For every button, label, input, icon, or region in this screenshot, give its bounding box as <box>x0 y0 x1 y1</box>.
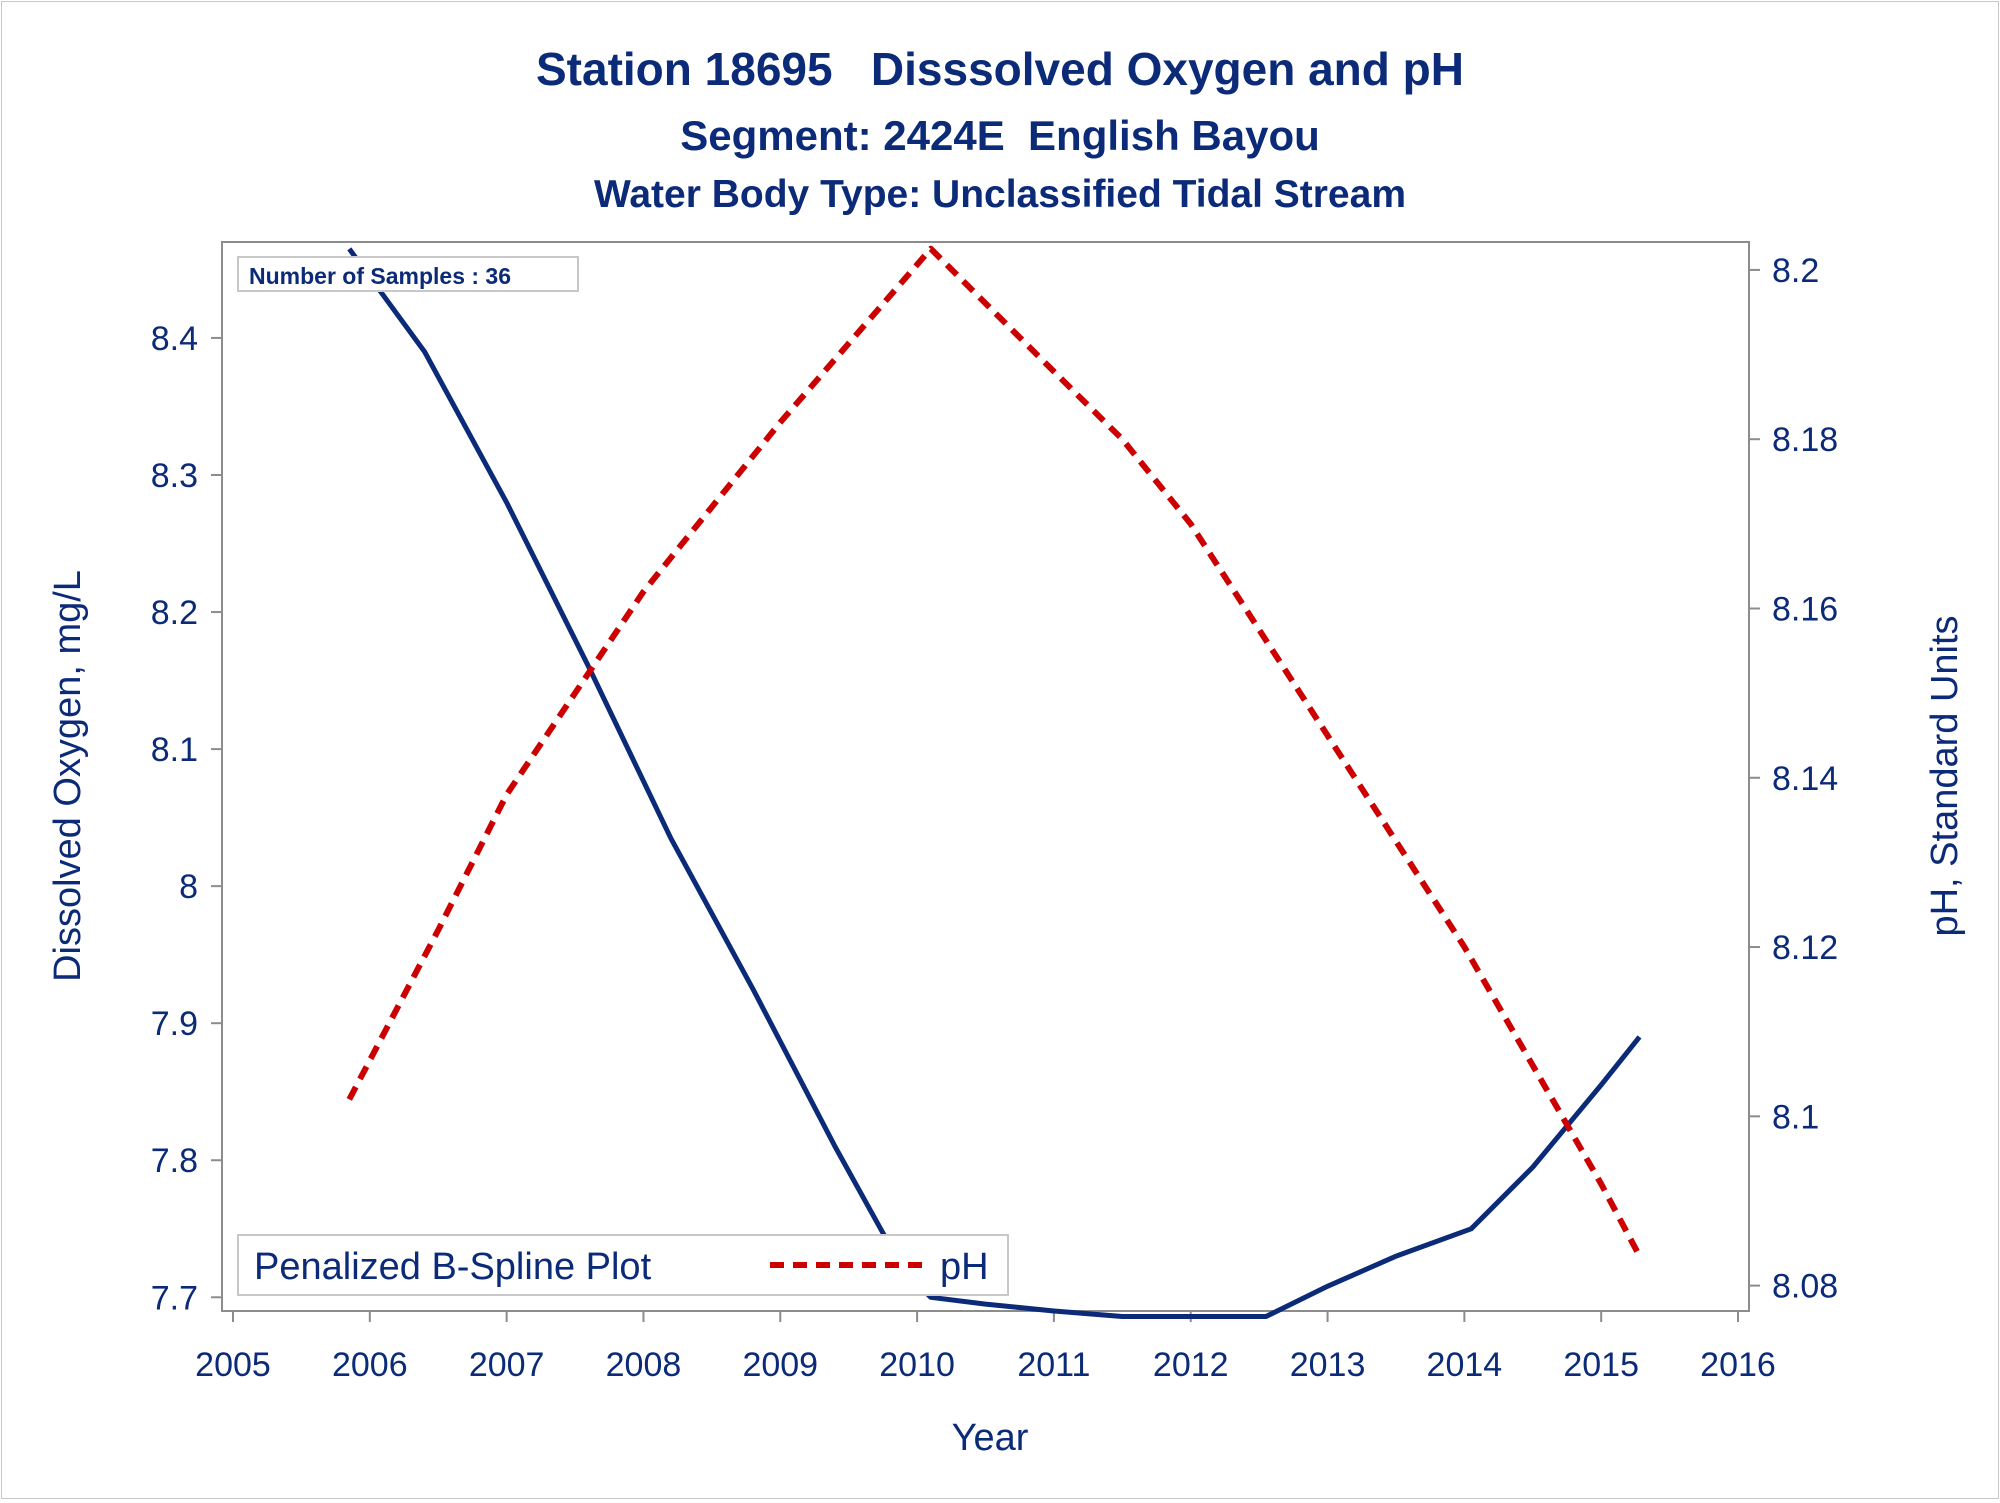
x-tick-label: 2014 <box>1427 1346 1503 1384</box>
y2-tick-label: 8.12 <box>1772 929 1838 967</box>
y-tick-label: 8 <box>179 868 198 906</box>
x-tick-label: 2009 <box>742 1346 818 1384</box>
x-tick-label: 2008 <box>606 1346 682 1384</box>
x-tick-label: 2011 <box>1017 1346 1090 1384</box>
y2-tick-label: 8.14 <box>1772 760 1838 798</box>
series-line-dissolved-oxygen <box>347 247 1642 1319</box>
y-tick-label: 7.9 <box>151 1005 198 1043</box>
legend-entry-ph: pH <box>940 1246 989 1288</box>
y-tick-label: 7.8 <box>151 1142 198 1180</box>
y-axis-label: Dissolved Oxygen, mg/L <box>47 570 89 982</box>
y-axis-left: 7.7 7.8 7.9 8 8.1 8.2 8.3 8.4 <box>151 320 222 1317</box>
y2-tick-label: 8.16 <box>1772 590 1838 628</box>
x-tick-label: 2005 <box>195 1346 271 1384</box>
legend-entry-label: Penalized B-Spline Plot <box>254 1246 652 1288</box>
legend: Penalized B-Spline Plot pH <box>237 1234 1009 1296</box>
chart-subtitle-2: Water Body Type: Unclassified Tidal Stre… <box>594 173 1406 216</box>
x-axis: 2005 2006 2007 2008 2009 2010 2011 2012 2013 2014… <box>195 1311 1776 1384</box>
y2-tick-label: 8.2 <box>1772 252 1819 290</box>
y2-axis-label: pH, Standard Units <box>1924 615 1966 936</box>
y-tick-label: 8.3 <box>151 457 198 495</box>
x-tick-label: 2012 <box>1153 1346 1229 1384</box>
plot-area <box>221 241 1750 1312</box>
x-tick-label: 2007 <box>469 1346 545 1384</box>
y2-tick-label: 8.18 <box>1772 421 1838 459</box>
y-tick-label: 7.7 <box>151 1279 198 1317</box>
x-tick-label: 2015 <box>1563 1346 1639 1384</box>
y-tick-label: 8.2 <box>151 594 198 632</box>
x-tick-label: 2016 <box>1700 1346 1776 1384</box>
y-tick-label: 8.4 <box>151 320 198 358</box>
legend-box <box>237 1234 1009 1296</box>
series-layer <box>346 245 1643 1319</box>
series-line-ph <box>346 245 1643 1258</box>
x-tick-label: 2010 <box>879 1346 955 1384</box>
y-axis-right: 8.08 8.1 8.12 8.14 8.16 8.18 8.2 <box>1749 252 1838 1306</box>
y2-tick-label: 8.1 <box>1772 1098 1819 1136</box>
x-tick-label: 2013 <box>1290 1346 1366 1384</box>
x-tick-label: 2006 <box>332 1346 408 1384</box>
y-tick-label: 8.1 <box>151 731 198 769</box>
inset-box <box>237 256 579 292</box>
chart-title: Station 18695 Disssolved Oxygen and pH <box>536 43 1464 95</box>
inset-label: Number of Samples : 36 <box>249 263 511 289</box>
y2-tick-label: 8.08 <box>1772 1268 1838 1306</box>
chart-subtitle: Segment: 2424E English Bayou <box>680 112 1320 159</box>
x-axis-label: Year <box>952 1417 1029 1459</box>
